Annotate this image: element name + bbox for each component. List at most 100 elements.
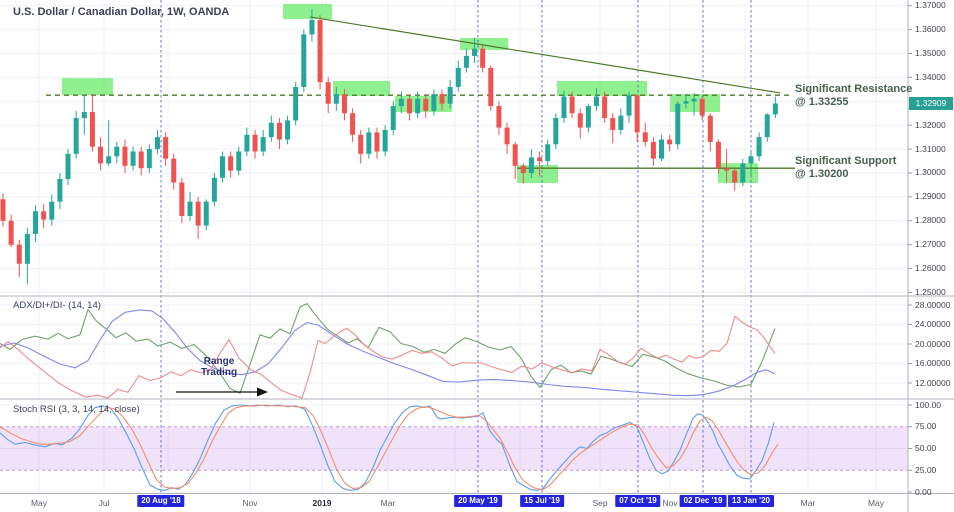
- candle-body: [520, 165, 526, 173]
- range-trading-arrowhead[interactable]: [257, 387, 268, 397]
- resistance-annotation-line1: Significant Resistance: [795, 83, 913, 95]
- candle-body: [390, 106, 396, 130]
- candle-body: [480, 48, 486, 68]
- time-axis-month-label: Mar: [380, 498, 396, 508]
- candle-body: [171, 158, 177, 183]
- candle-body: [569, 96, 575, 114]
- candle-body: [81, 112, 87, 119]
- range-trading-annotation[interactable]: Range Trading: [192, 356, 246, 378]
- stoch-band: [0, 426, 908, 471]
- candle-body: [610, 118, 616, 130]
- event-date-badge: 02 Dec '19: [679, 495, 727, 507]
- candle-body: [236, 151, 242, 171]
- adx-tick-label: 12.00000: [915, 377, 951, 388]
- price-zone[interactable]: [333, 80, 390, 97]
- candle-body: [642, 132, 648, 142]
- di-plus-line: [0, 303, 776, 394]
- candle-body: [276, 122, 282, 140]
- candle-body: [626, 95, 632, 116]
- stoch-d-line: [0, 404, 779, 490]
- candle-body: [715, 141, 721, 169]
- candle-body: [463, 55, 469, 68]
- candle-body: [691, 98, 697, 102]
- candle-body: [220, 156, 226, 178]
- price-zone[interactable]: [517, 165, 558, 184]
- time-axis-month-label: Nov: [662, 498, 678, 508]
- candle-body: [195, 201, 201, 226]
- price-tick-label: 1.29000: [915, 191, 946, 202]
- price-zone[interactable]: [670, 94, 720, 113]
- time-axis-year-label: 2019: [312, 498, 332, 508]
- price-zone[interactable]: [557, 80, 647, 97]
- adx-tick-label: 28.00000: [915, 299, 951, 310]
- candle-body: [252, 134, 258, 152]
- candle-body: [667, 139, 673, 145]
- candle-body: [748, 156, 754, 164]
- candle-body: [512, 144, 518, 166]
- candle-body: [764, 114, 770, 138]
- stoch-tick-label: 50.00: [915, 443, 937, 453]
- time-axis-month-label: May: [867, 498, 885, 508]
- stoch-tick-label: 0.00: [915, 486, 932, 497]
- candle-body: [423, 98, 429, 111]
- candle-body: [65, 153, 71, 179]
- candle-body: [593, 96, 599, 107]
- price-zone[interactable]: [718, 163, 758, 184]
- resistance-annotation[interactable]: Significant Resistance @ 1.33255: [795, 83, 912, 108]
- candle-body: [439, 94, 445, 104]
- price-tick-label: 1.25000: [915, 286, 946, 297]
- candle-body: [407, 98, 412, 114]
- last-price-badge: 1.32909: [909, 97, 953, 110]
- event-date-badge: 20 Aug '18: [137, 495, 185, 507]
- price-zone[interactable]: [283, 4, 332, 20]
- price-tick-label: 1.32000: [915, 119, 946, 130]
- candle-body: [732, 170, 738, 183]
- time-axis-month-label: Sep: [592, 498, 608, 508]
- event-date-badge: 07 Oct '19: [615, 495, 661, 507]
- di-minus-line: [0, 315, 776, 399]
- candle-body: [122, 146, 128, 166]
- candle-body: [49, 201, 55, 220]
- resistance-annotation-line2: @ 1.33255: [795, 95, 849, 108]
- price-zone[interactable]: [460, 37, 508, 50]
- candle-body: [309, 20, 315, 35]
- candle-body: [366, 132, 372, 154]
- stoch-tick-label: 100.00: [915, 399, 941, 410]
- candle-body: [504, 127, 510, 145]
- candle-body: [650, 141, 656, 159]
- event-date-badge: 20 May '19: [454, 495, 502, 507]
- adx-indicator-label[interactable]: ADX/DI+/DI- (14, 14): [13, 300, 101, 311]
- symbol-title[interactable]: U.S. Dollar / Canadian Dollar, 1W, OANDA: [13, 6, 230, 18]
- candle-body: [211, 177, 217, 202]
- candle-body: [756, 137, 762, 157]
- descending-trendline[interactable]: [309, 16, 781, 94]
- candle-body: [561, 96, 567, 119]
- candle-body: [675, 103, 681, 145]
- candle-body: [358, 134, 364, 154]
- candle-body: [415, 98, 421, 114]
- candle-body: [293, 86, 299, 121]
- candle-body: [472, 48, 478, 56]
- stoch-tick-label: 75.00: [915, 421, 937, 432]
- adx-line: [0, 309, 776, 397]
- candle-body: [89, 112, 95, 147]
- price-tick-label: 1.35000: [915, 47, 946, 58]
- candle-body: [146, 149, 152, 169]
- candle-body: [317, 20, 323, 83]
- time-axis-month-label: Nov: [242, 498, 258, 508]
- candle-body: [0, 199, 6, 221]
- candle-body: [16, 244, 22, 264]
- candle-body: [203, 201, 209, 226]
- candle-body: [585, 106, 591, 128]
- stoch-indicator-label[interactable]: Stoch RSI (3, 3, 14, 14, close): [13, 404, 140, 415]
- candle-body: [374, 132, 380, 152]
- range-trading-line1: Range: [203, 356, 235, 367]
- support-annotation[interactable]: Significant Support @ 1.30200: [795, 155, 896, 180]
- support-annotation-line1: Significant Support: [795, 155, 897, 167]
- candle-body: [285, 120, 291, 140]
- candle-body: [350, 113, 356, 135]
- price-zone[interactable]: [62, 78, 113, 96]
- candle-body: [537, 157, 543, 162]
